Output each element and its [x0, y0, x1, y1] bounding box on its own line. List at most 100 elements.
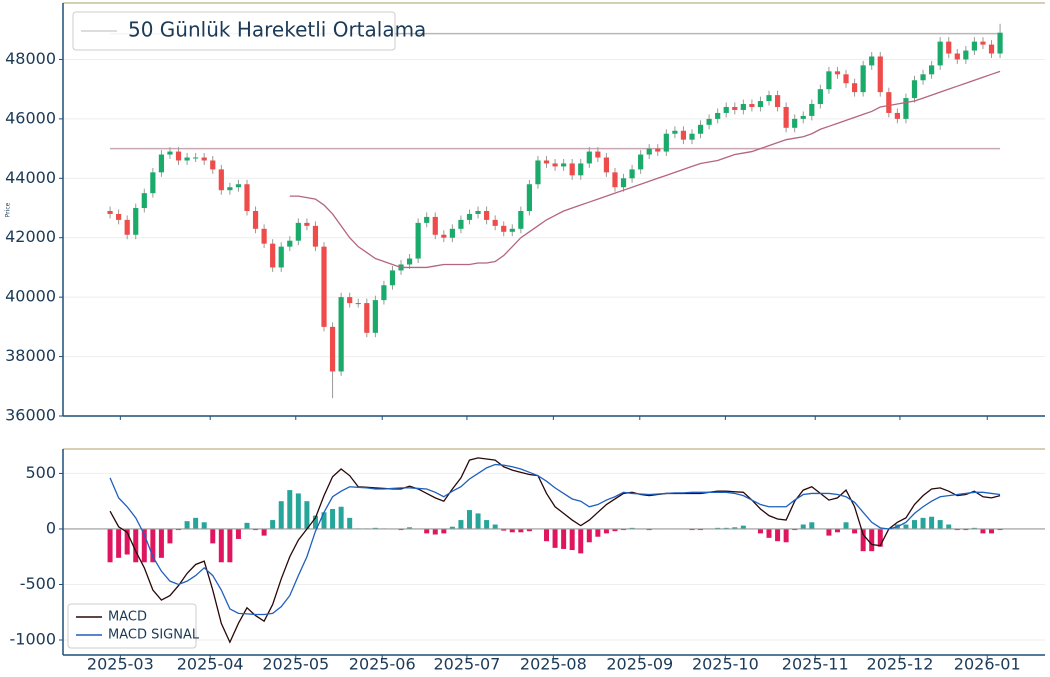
candle-body — [252, 210, 259, 229]
candle-body — [535, 160, 541, 185]
histogram-bar — [193, 517, 199, 529]
histogram-bar — [116, 528, 122, 558]
histogram-bar — [347, 517, 353, 529]
histogram-bar — [321, 512, 327, 529]
candle-body — [441, 234, 447, 238]
candle-body — [929, 65, 935, 75]
y-tick-label: 44000 — [5, 168, 56, 187]
histogram-bar — [903, 524, 909, 529]
candle-body — [595, 151, 601, 158]
histogram-bar — [484, 520, 490, 529]
histogram-bar — [766, 528, 772, 538]
histogram-bar — [235, 528, 241, 539]
candle-body — [175, 151, 182, 161]
histogram-bar — [852, 528, 858, 534]
histogram-bar — [603, 528, 609, 534]
histogram-bar — [338, 506, 344, 529]
candle-body — [997, 32, 1003, 54]
y-tick-label: -500 — [20, 574, 56, 593]
candle-body — [809, 104, 815, 116]
candle-body — [355, 303, 361, 305]
y-tick-label: 36000 — [5, 406, 56, 425]
candle-body — [894, 112, 900, 119]
candle-body — [227, 187, 233, 191]
candle-body — [304, 222, 310, 226]
histogram-bar — [107, 528, 113, 563]
histogram-bar — [244, 522, 250, 529]
candle-body — [295, 222, 301, 241]
legend-label: MACD — [108, 610, 147, 625]
histogram-bar — [612, 528, 618, 532]
histogram-bar — [184, 521, 190, 529]
candle-body — [980, 41, 986, 45]
histogram-bar — [167, 528, 173, 544]
histogram-bar — [740, 525, 746, 529]
histogram-bar — [920, 517, 926, 529]
candle-body — [415, 222, 421, 259]
histogram-bar — [158, 528, 164, 558]
candle-body — [817, 89, 823, 105]
histogram-bar — [261, 528, 267, 536]
histogram-bar — [150, 528, 156, 563]
candle-body — [954, 53, 960, 60]
candle-body — [347, 297, 353, 304]
candle-body — [578, 163, 584, 176]
x-tick-label: 2025-08 — [520, 655, 587, 674]
x-tick-label: 2025-07 — [433, 655, 500, 674]
histogram-bar — [732, 527, 738, 529]
candle-body — [843, 74, 849, 84]
candle-body — [124, 219, 130, 235]
candle-body — [603, 157, 610, 173]
series-line — [109, 457, 1001, 644]
histogram-bar — [989, 528, 995, 534]
candle-body — [561, 163, 567, 167]
histogram-bar — [312, 515, 318, 529]
histogram-bar — [860, 528, 866, 552]
histogram-bar — [278, 501, 284, 529]
y-tick-label: 38000 — [5, 346, 56, 365]
x-tick-label: 2025-09 — [606, 655, 673, 674]
candle-body — [946, 41, 952, 54]
candle-body — [244, 184, 250, 211]
candle-body — [141, 193, 147, 209]
histogram-bar — [929, 516, 935, 529]
histogram-bar — [877, 528, 883, 547]
candle-body — [321, 246, 327, 327]
candle-body — [586, 151, 592, 164]
candle-body — [526, 184, 532, 211]
candle-body — [569, 163, 575, 176]
candle-body — [424, 216, 430, 223]
candle-body — [715, 112, 721, 119]
candle-body — [449, 228, 455, 238]
histogram-bar — [552, 528, 558, 548]
histogram-bar — [578, 528, 584, 554]
histogram-bar — [544, 528, 550, 542]
histogram-bar — [466, 510, 472, 529]
y-tick-label: 42000 — [5, 227, 56, 246]
histogram-bar — [227, 528, 233, 563]
y-tick-label: 500 — [25, 463, 56, 482]
candle-body — [184, 157, 190, 161]
candle-body — [543, 160, 550, 164]
candle-body — [680, 130, 687, 140]
histogram-bar — [783, 528, 789, 543]
histogram-bar — [569, 528, 575, 551]
histogram-bar — [475, 513, 481, 529]
candle-body — [364, 303, 370, 333]
candle-body — [663, 133, 669, 152]
candle-body — [860, 65, 866, 93]
candle-body — [406, 258, 413, 265]
histogram-bar — [287, 490, 293, 529]
candle-body — [107, 210, 113, 214]
histogram-bar — [424, 528, 430, 534]
y-axis-label: Price — [5, 202, 12, 217]
series-line — [109, 463, 1001, 616]
candle-body — [689, 133, 695, 140]
histogram-bar — [201, 522, 207, 529]
candle-body — [963, 50, 969, 60]
x-tick-label: 2026-01 — [954, 655, 1021, 674]
candle-body — [783, 106, 789, 128]
histogram-bar — [843, 522, 849, 529]
candle-body — [732, 106, 738, 110]
